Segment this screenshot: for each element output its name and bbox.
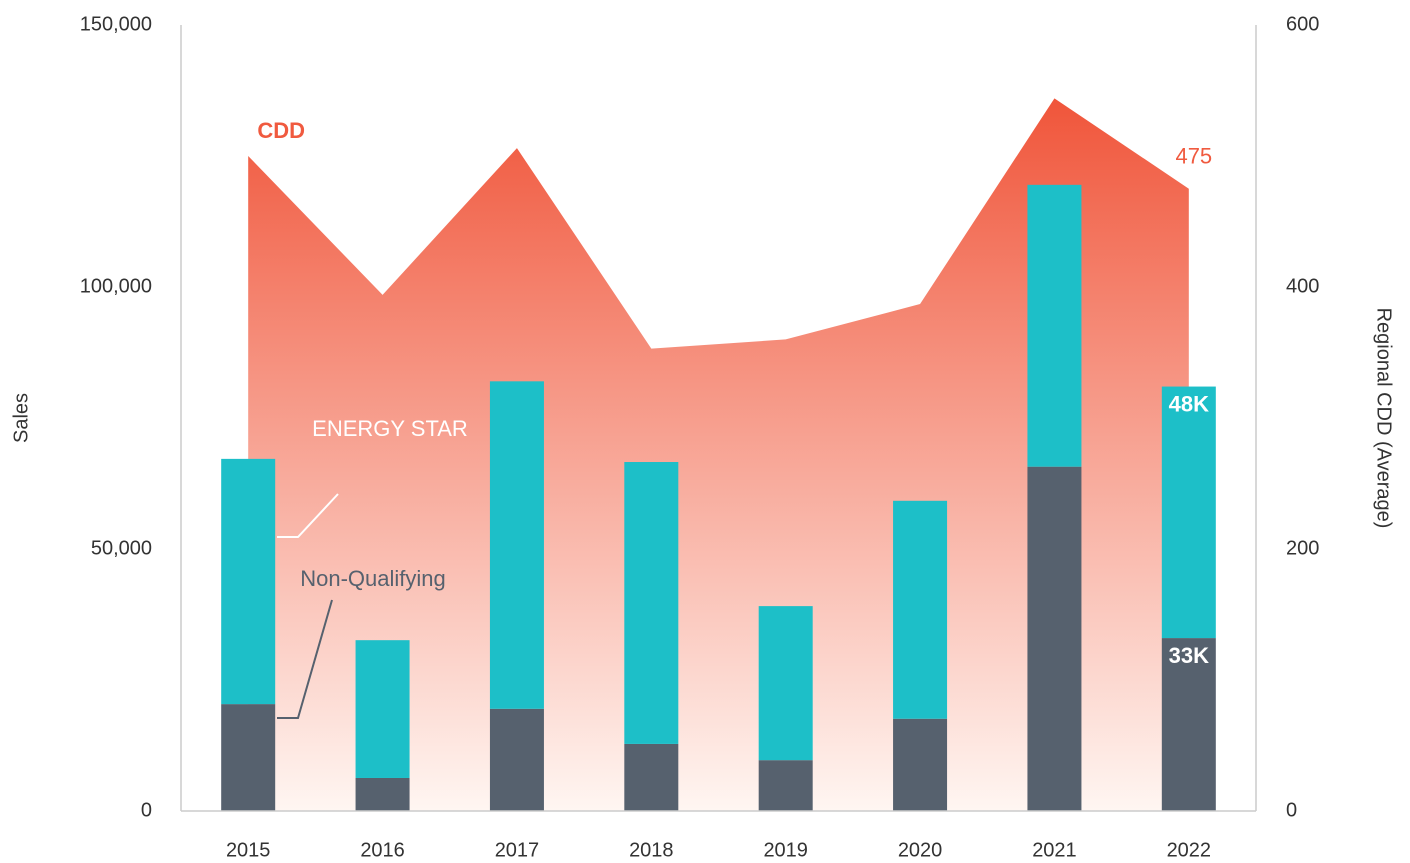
- bar: [489, 708, 544, 811]
- x-tick-label: 2018: [629, 839, 674, 861]
- legend-label: ENERGY STAR: [312, 416, 468, 441]
- bar: [893, 718, 948, 811]
- bar: [893, 500, 948, 719]
- x-tick-label: 2022: [1167, 839, 1212, 861]
- legend-label: Non-Qualifying: [300, 566, 446, 591]
- x-tick-label: 2021: [1032, 839, 1077, 861]
- bar: [758, 760, 813, 811]
- bar: [221, 704, 276, 811]
- bar: [1027, 466, 1082, 811]
- bar: [221, 458, 276, 705]
- bar-layer: [221, 184, 1216, 811]
- bar: [1161, 638, 1216, 811]
- leader-line: [277, 493, 339, 538]
- y-axis-title: Sales: [10, 393, 32, 443]
- x-tick-label: 2016: [360, 839, 405, 861]
- area: [248, 98, 1189, 812]
- value-label: 33K: [1169, 643, 1209, 668]
- leader-line: [277, 599, 333, 719]
- bar: [489, 381, 544, 709]
- value-label: 48K: [1169, 391, 1209, 416]
- y-tick-label: 150,000: [80, 13, 152, 35]
- x-tick-label: 2015: [226, 839, 271, 861]
- bar: [758, 606, 813, 761]
- y-tick-label: 50,000: [91, 537, 152, 559]
- y2-tick-label: 0: [1286, 799, 1297, 821]
- x-tick-label: 2019: [763, 839, 808, 861]
- area-layer: [248, 98, 1189, 812]
- bar: [355, 640, 410, 778]
- y2-axis-title: Regional CDD (Average): [1373, 308, 1395, 529]
- value-label: 475: [1175, 144, 1212, 169]
- bar: [624, 462, 679, 744]
- series-label: CDD: [257, 118, 305, 143]
- y2-tick-label: 600: [1286, 13, 1319, 35]
- bar: [355, 777, 410, 811]
- y2-tick-label: 400: [1286, 275, 1319, 297]
- y2-tick-label: 200: [1286, 537, 1319, 559]
- x-tick-label: 2017: [495, 839, 540, 861]
- x-tick-label: 2020: [898, 839, 943, 861]
- bar: [624, 743, 679, 811]
- bar: [1161, 386, 1216, 639]
- y-tick-label: 100,000: [80, 275, 152, 297]
- bar: [1027, 184, 1082, 467]
- y-tick-label: 0: [141, 799, 152, 821]
